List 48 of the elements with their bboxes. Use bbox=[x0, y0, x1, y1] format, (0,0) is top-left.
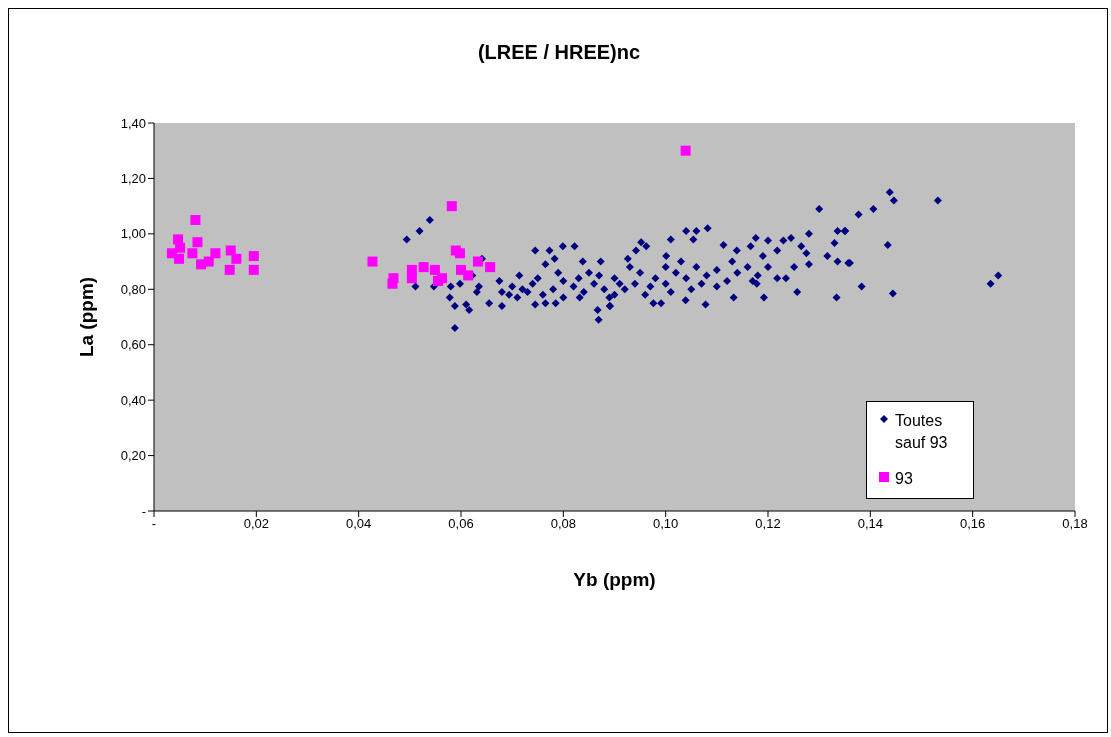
point bbox=[248, 264, 259, 275]
point bbox=[190, 215, 201, 225]
point bbox=[463, 270, 474, 281]
point bbox=[432, 275, 443, 286]
legend-label: 93 bbox=[895, 469, 913, 489]
point bbox=[367, 256, 378, 267]
x-tick-label: 0,02 bbox=[243, 516, 269, 532]
y-tick-label: 0,80 bbox=[120, 281, 146, 297]
y-axis-title: La (ppm) bbox=[75, 276, 97, 358]
x-axis-title: Yb (ppm) bbox=[573, 569, 656, 590]
y-tick-label: 1,40 bbox=[120, 115, 146, 131]
point bbox=[175, 242, 186, 253]
point bbox=[210, 248, 221, 259]
point bbox=[224, 264, 235, 275]
point bbox=[203, 256, 214, 267]
point bbox=[225, 245, 236, 256]
point bbox=[485, 262, 496, 273]
x-tick-label: 0,18 bbox=[1062, 516, 1088, 532]
x-tick-label: - bbox=[151, 516, 157, 532]
point bbox=[231, 253, 242, 264]
point bbox=[174, 253, 185, 264]
point bbox=[680, 145, 691, 156]
point bbox=[387, 278, 398, 289]
x-tick-label: 0,10 bbox=[653, 516, 679, 532]
x-tick-label: 0,14 bbox=[857, 516, 883, 532]
point bbox=[192, 237, 203, 248]
y-tick-label: 0,40 bbox=[120, 392, 146, 408]
point bbox=[472, 256, 483, 267]
point bbox=[454, 248, 465, 259]
point bbox=[173, 234, 184, 245]
x-tick-label: 0,08 bbox=[550, 516, 576, 532]
point bbox=[446, 201, 457, 212]
point bbox=[187, 248, 198, 259]
x-tick-label: 0,06 bbox=[448, 516, 474, 532]
y-tick-label: 1,00 bbox=[120, 226, 146, 242]
point bbox=[418, 262, 429, 273]
y-tick-label: - bbox=[141, 503, 146, 519]
x-tick-label: 0,16 bbox=[960, 516, 986, 532]
chart-title: (LREE / HREE)nc bbox=[476, 41, 642, 64]
legend-label: Toutes sauf 93 bbox=[895, 411, 949, 453]
y-tick-label: 0,20 bbox=[120, 448, 146, 464]
y-tick-label: 1,20 bbox=[120, 171, 146, 187]
y-tick-label: 0,60 bbox=[120, 337, 146, 353]
point bbox=[429, 264, 440, 275]
point bbox=[248, 251, 259, 262]
point bbox=[406, 273, 417, 284]
x-tick-label: 0,04 bbox=[346, 516, 372, 532]
x-tick-label: 0,12 bbox=[755, 516, 781, 532]
